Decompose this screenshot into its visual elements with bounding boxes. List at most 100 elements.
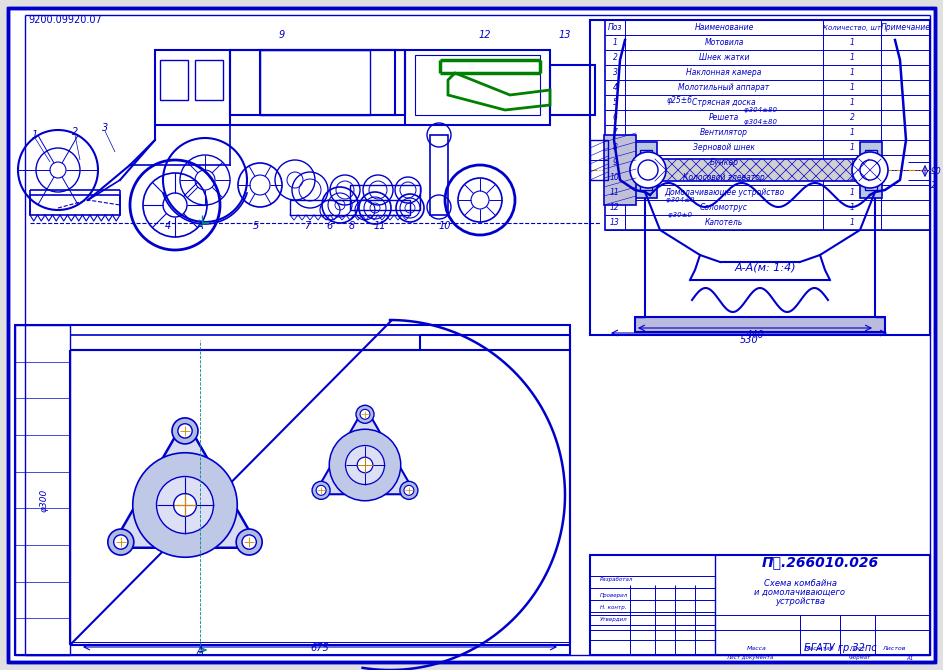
Bar <box>430 135 448 215</box>
Text: Схема комбайна: Схема комбайна <box>764 578 836 588</box>
Bar <box>635 317 885 332</box>
Text: Примечание: Примечание <box>881 23 931 32</box>
Bar <box>605 20 930 230</box>
Text: Листов: Листов <box>883 645 905 651</box>
Text: A: A <box>197 221 204 231</box>
Circle shape <box>316 485 326 495</box>
Bar <box>260 50 395 115</box>
Text: 2: 2 <box>613 53 618 62</box>
Circle shape <box>312 481 330 499</box>
Polygon shape <box>111 419 259 548</box>
Circle shape <box>400 481 418 499</box>
Circle shape <box>357 457 372 473</box>
Circle shape <box>242 535 256 549</box>
Text: Мотовила: Мотовила <box>704 38 744 47</box>
Text: Количество, шт: Количество, шт <box>823 25 881 31</box>
Circle shape <box>852 152 888 188</box>
Text: φ30±​0: φ30±​0 <box>668 212 692 218</box>
Bar <box>160 60 188 100</box>
Bar <box>195 60 223 100</box>
Text: 1: 1 <box>850 188 854 197</box>
Text: Формат: Формат <box>849 655 871 661</box>
Bar <box>590 555 930 655</box>
Text: 1: 1 <box>850 98 854 107</box>
Bar <box>550 65 595 115</box>
Text: Поз: Поз <box>608 23 622 32</box>
Bar <box>590 20 930 335</box>
Text: 90: 90 <box>931 167 942 176</box>
Text: 4: 4 <box>165 221 171 231</box>
Text: 2: 2 <box>850 113 854 122</box>
Text: 6: 6 <box>327 221 333 231</box>
Bar <box>290 200 410 215</box>
Text: Наклонная камера: Наклонная камера <box>687 68 762 77</box>
Text: 1: 1 <box>850 143 854 152</box>
Text: 675: 675 <box>310 643 329 653</box>
Text: 2: 2 <box>931 180 936 190</box>
Circle shape <box>630 152 666 188</box>
Text: Зерновой шнек: Зерновой шнек <box>693 143 755 152</box>
Text: Лист: Лист <box>849 645 865 651</box>
Text: устройства: устройства <box>775 596 825 606</box>
Text: 1: 1 <box>850 83 854 92</box>
Text: 9200.09920.07: 9200.09920.07 <box>28 15 102 25</box>
Text: Решета: Решета <box>709 113 739 122</box>
Text: Разработал: Разработал <box>600 578 634 582</box>
Text: Шнек жатки: Шнек жатки <box>699 53 750 62</box>
Text: Соломотрус: Соломотрус <box>700 203 748 212</box>
Text: Масштаб: Масштаб <box>805 645 835 651</box>
Text: A: A <box>197 646 204 656</box>
Text: Утвердил: Утвердил <box>600 616 628 622</box>
Text: 4: 4 <box>613 83 618 92</box>
Bar <box>230 50 405 115</box>
Text: 1: 1 <box>613 38 618 47</box>
Bar <box>655 159 865 181</box>
Text: БГАТУ гр.32пс: БГАТУ гр.32пс <box>803 643 876 653</box>
Bar <box>415 55 540 115</box>
Text: 5: 5 <box>613 98 618 107</box>
Bar <box>30 195 120 215</box>
Bar <box>865 150 877 190</box>
Bar <box>260 50 370 115</box>
Circle shape <box>356 405 374 423</box>
Text: 6: 6 <box>613 113 618 122</box>
Text: 1: 1 <box>850 158 854 167</box>
Circle shape <box>345 446 385 484</box>
Text: 12: 12 <box>610 203 620 212</box>
Text: Наименование: Наименование <box>694 23 753 32</box>
Text: 9: 9 <box>279 30 285 40</box>
Text: 1: 1 <box>850 53 854 62</box>
Text: Проверил: Проверил <box>600 592 628 598</box>
Text: 1: 1 <box>32 130 38 140</box>
Text: 1: 1 <box>850 218 854 227</box>
Text: Стрясная доска: Стрясная доска <box>692 98 755 107</box>
Text: 5: 5 <box>253 221 259 231</box>
Text: 13: 13 <box>559 30 571 40</box>
Circle shape <box>329 429 401 500</box>
Circle shape <box>133 453 238 557</box>
Text: Н. контр.: Н. контр. <box>600 604 626 610</box>
Text: А-А(м: 1:4): А-А(м: 1:4) <box>735 262 796 272</box>
Text: φ25±6: φ25±6 <box>667 96 693 105</box>
Text: 11: 11 <box>610 188 620 197</box>
Bar <box>635 142 657 198</box>
Text: 8: 8 <box>613 143 618 152</box>
Circle shape <box>172 418 198 444</box>
Circle shape <box>178 423 192 438</box>
Text: 2: 2 <box>72 127 78 137</box>
Text: 10: 10 <box>610 173 620 182</box>
Text: Лист документа: Лист документа <box>726 655 773 661</box>
Bar <box>640 150 652 190</box>
Text: φ304±​80: φ304±​80 <box>743 119 776 125</box>
Circle shape <box>404 485 414 495</box>
Text: φ300: φ300 <box>40 488 48 512</box>
Text: 9: 9 <box>613 158 618 167</box>
Bar <box>860 142 882 198</box>
Circle shape <box>108 529 134 555</box>
Text: 3: 3 <box>102 123 108 133</box>
Bar <box>405 50 550 125</box>
Text: Колосовой элеватор: Колосовой элеватор <box>683 173 765 182</box>
Text: 12: 12 <box>479 30 491 40</box>
Text: Молотильный аппарат: Молотильный аппарат <box>678 83 769 92</box>
Text: 1: 1 <box>850 38 854 47</box>
